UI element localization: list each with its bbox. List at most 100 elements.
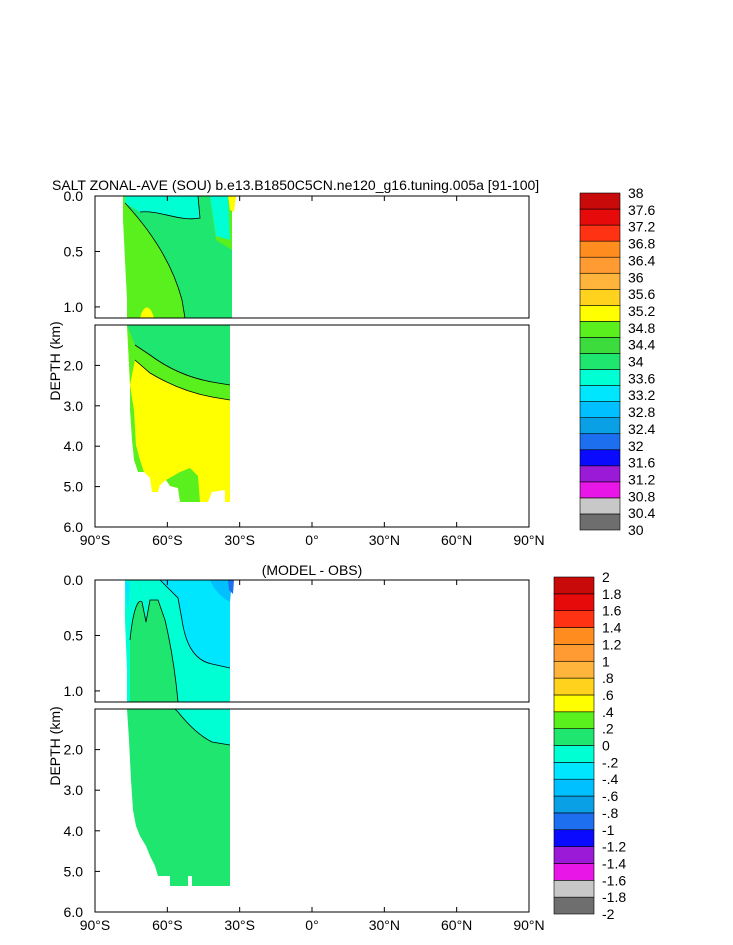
top-lower-green-left	[130, 385, 144, 472]
bottom-upper-fill	[125, 579, 234, 703]
top-upper-contour2	[139, 195, 201, 220]
bottom-chart: (MODEL - OBS) 90°S 60°S 30°S 0° 30°N 60°N 90°N…	[47, 562, 626, 933]
y-tick-label: 4.0	[64, 438, 84, 454]
colorbar-swatch	[553, 593, 595, 611]
bottom-upper-cyan	[160, 580, 230, 668]
colorbar-label: 33.6	[628, 370, 655, 386]
colorbar-swatch	[579, 433, 621, 451]
colorbar-label: 1	[602, 653, 610, 669]
y-tick-label: 6.0	[64, 519, 84, 535]
colorbar-swatch	[579, 513, 621, 531]
bottom-lower-contour	[174, 708, 231, 746]
colorbar-swatch	[579, 240, 621, 258]
colorbar-swatch	[553, 694, 595, 713]
top-upper-teal	[125, 196, 232, 318]
colorbar-label: .8	[602, 670, 614, 686]
colorbar-label: 36.4	[628, 252, 655, 268]
colorbar-swatch	[579, 449, 621, 467]
colorbar-swatch	[553, 576, 595, 595]
colorbar-swatch	[579, 369, 621, 386]
x-tick-label: 30°N	[369, 532, 400, 548]
colorbar-swatch	[579, 497, 621, 515]
colorbar-swatch	[579, 208, 621, 226]
colorbar-label: 34.8	[628, 320, 655, 336]
colorbar-label: 30	[628, 522, 644, 538]
x-tick-label: 60°N	[441, 917, 472, 933]
colorbar-label: 32.4	[628, 421, 655, 437]
colorbar-label: 35.2	[628, 303, 655, 319]
colorbar-swatch	[553, 762, 595, 780]
x-tick-label: 90°S	[80, 532, 111, 548]
colorbar-label: 36	[628, 269, 644, 285]
bottom-upper-contour2	[129, 599, 179, 703]
bottom-lower-green	[127, 709, 230, 886]
y-tick-label: 0.0	[64, 188, 84, 204]
top-upper-cyan	[125, 196, 200, 219]
colorbar-swatch	[553, 711, 595, 729]
top-lower-contour	[134, 359, 231, 401]
y-tick-label: 1.0	[64, 683, 84, 699]
x-tick-label: 30°S	[224, 917, 255, 933]
colorbar-label: 1.2	[602, 636, 622, 652]
colorbar-swatch	[579, 288, 621, 306]
colorbar-label: 36.8	[628, 236, 655, 252]
colorbar-swatch	[553, 610, 595, 628]
bottom-lower-teal	[175, 709, 230, 745]
colorbar-label: 34.4	[628, 337, 655, 353]
colorbar-swatch	[579, 401, 621, 418]
bottom-upper-lightblue	[210, 580, 232, 602]
colorbar-swatch	[579, 385, 621, 402]
top-upper-cyan2	[210, 196, 230, 240]
colorbar-label: 0	[602, 738, 610, 754]
bottom-lower-fill	[127, 708, 231, 886]
colorbar-swatch	[553, 660, 595, 679]
top-upper-yellow-bottom	[140, 307, 154, 318]
y-tick-label: 2.0	[64, 357, 84, 373]
top-upper-fill	[123, 195, 236, 319]
bottom-axes: 90°S 60°S 30°S 0° 30°N 60°N 90°N 0.0 0.5 1.0 2.0 3.…	[47, 572, 545, 933]
x-tick-label: 60°N	[441, 532, 472, 548]
colorbar-label: .2	[602, 721, 614, 737]
y-tick-label: 0.5	[64, 627, 84, 643]
colorbar-label: 30.8	[628, 488, 655, 504]
colorbar-label: 32	[628, 438, 644, 454]
colorbar-swatch	[553, 677, 595, 696]
colorbar-swatch	[579, 192, 621, 210]
y-axis-label: DEPTH (km)	[47, 321, 63, 400]
colorbar-label: 2	[602, 569, 610, 585]
top-lower-fill	[127, 325, 231, 502]
colorbar-label: 38	[628, 185, 644, 201]
x-tick-label: 30°S	[224, 532, 255, 548]
x-tick-label: 90°N	[513, 917, 544, 933]
colorbar-swatch	[553, 745, 595, 763]
top-lower-green-top	[127, 325, 230, 385]
colorbar-label: -.4	[602, 771, 619, 787]
colorbar-label: 37.2	[628, 219, 655, 235]
y-tick-label: 4.0	[64, 823, 84, 839]
y-tick-label: 5.0	[64, 863, 84, 879]
x-tick-label: 60°S	[152, 917, 183, 933]
colorbar-label: -.2	[602, 754, 619, 770]
colorbar-label: 32.8	[628, 404, 655, 420]
colorbar-swatch	[579, 224, 621, 242]
colorbar-swatch	[579, 256, 621, 274]
x-tick-label: 0°	[305, 917, 318, 933]
colorbar-label: -1.4	[602, 855, 626, 871]
colorbar-swatch	[579, 481, 621, 499]
top-title: SALT ZONAL-AVE (SOU) b.e13.B1850C5CN.ne1…	[52, 177, 539, 193]
colorbar-label: 37.6	[628, 202, 655, 218]
colorbar-label: 1.8	[602, 586, 622, 602]
colorbar-swatch	[579, 353, 621, 370]
colorbar-label: -2	[602, 906, 615, 922]
colorbar-swatch	[579, 272, 621, 290]
top-upper-contour	[124, 202, 186, 319]
colorbar-label: -1	[602, 822, 615, 838]
top-axes: 90°S 60°S 30°S 0° 30°N 60°N 90°N 0.0 0.5 1.0 2.0 3.…	[47, 188, 545, 548]
colorbar-swatch	[579, 417, 621, 435]
x-tick-label: 0°	[305, 532, 318, 548]
colorbar-swatch	[553, 728, 595, 746]
colorbar-swatch	[579, 465, 621, 483]
colorbar-label: 1.6	[602, 603, 622, 619]
bottom-upper-cyan-left	[125, 582, 130, 610]
